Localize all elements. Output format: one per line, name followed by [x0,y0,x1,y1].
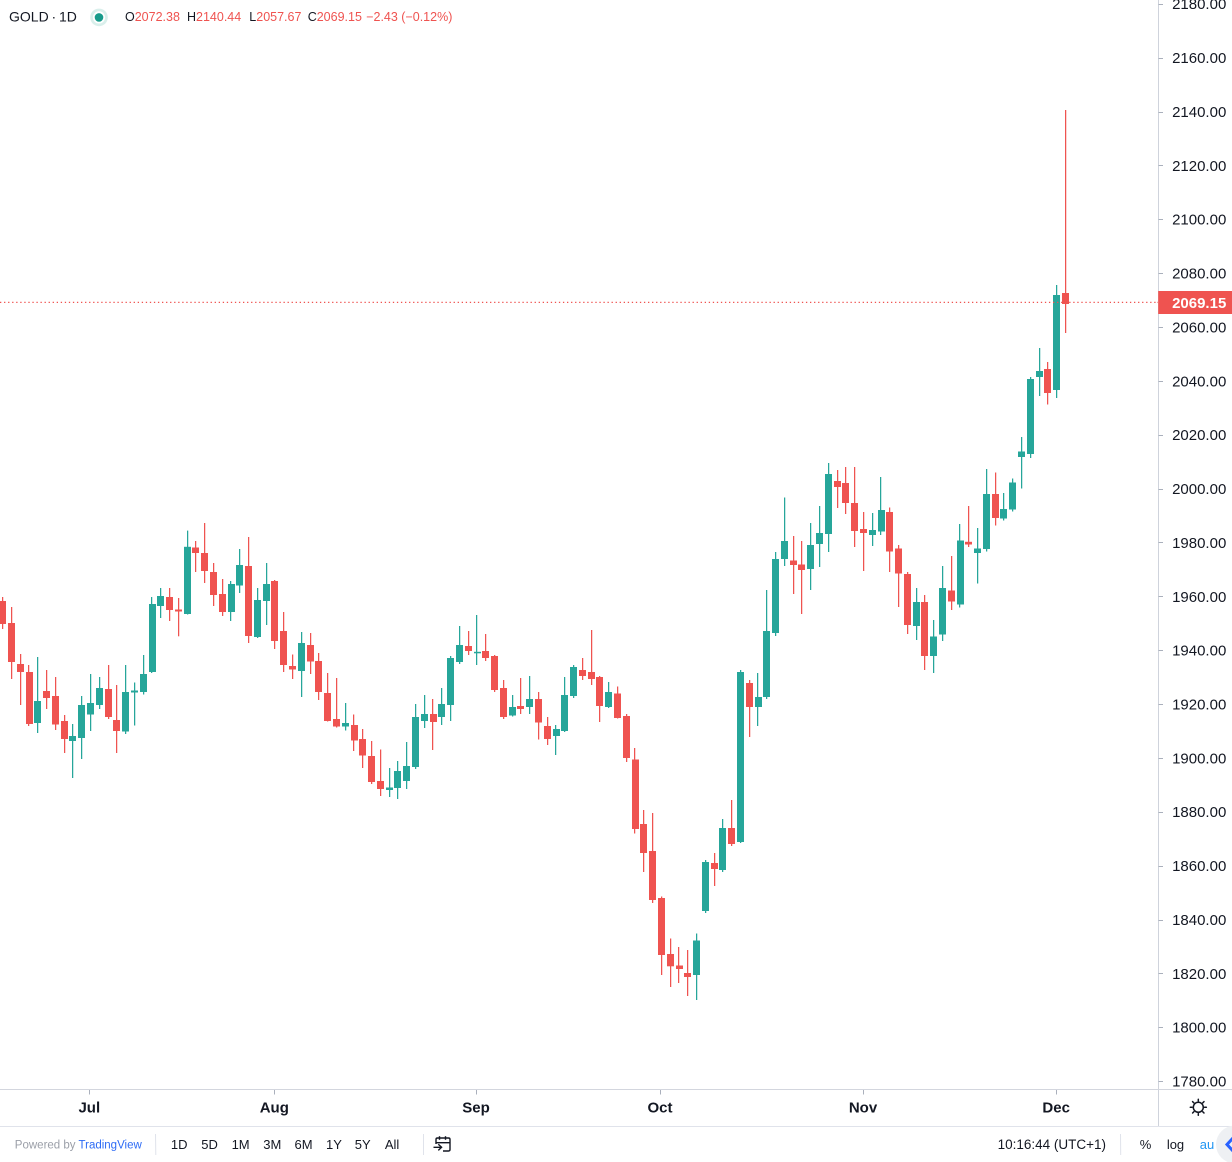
svg-text:Sep: Sep [462,1100,490,1117]
svg-text:C2069.15: C2069.15 [308,10,362,24]
svg-text:Aug: Aug [260,1100,289,1117]
svg-text:GOLD · 1D: GOLD · 1D [9,8,77,24]
svg-text:2000.00: 2000.00 [1172,481,1226,498]
svg-text:1860.00: 1860.00 [1172,858,1226,875]
svg-text:Powered by TradingView: Powered by TradingView [15,1140,143,1152]
svg-text:All: All [385,1137,400,1152]
svg-text:2100.00: 2100.00 [1172,212,1226,229]
svg-text:2160.00: 2160.00 [1172,50,1226,67]
svg-text:−2.43 (−0.12%): −2.43 (−0.12%) [366,10,452,24]
svg-text:O2072.38: O2072.38 [125,10,180,24]
svg-text:1920.00: 1920.00 [1172,697,1226,714]
svg-text:2080.00: 2080.00 [1172,266,1226,283]
svg-text:1820.00: 1820.00 [1172,966,1226,983]
svg-text:H2140.44: H2140.44 [187,10,241,24]
svg-text:Dec: Dec [1042,1100,1070,1117]
svg-text:2020.00: 2020.00 [1172,427,1226,444]
svg-text:1780.00: 1780.00 [1172,1074,1226,1091]
svg-text:L2057.67: L2057.67 [249,10,301,24]
svg-text:1Y: 1Y [326,1137,342,1152]
svg-text:1900.00: 1900.00 [1172,750,1226,767]
svg-text:1960.00: 1960.00 [1172,589,1226,606]
svg-text:1840.00: 1840.00 [1172,912,1226,929]
svg-text:6M: 6M [294,1137,312,1152]
svg-text:2140.00: 2140.00 [1172,104,1226,121]
svg-text:5Y: 5Y [355,1137,371,1152]
svg-text:Jul: Jul [78,1100,100,1117]
svg-text:2069.15: 2069.15 [1172,295,1226,312]
svg-text:log: log [1167,1137,1184,1152]
svg-text:1880.00: 1880.00 [1172,804,1226,821]
svg-text:2120.00: 2120.00 [1172,158,1226,175]
svg-text:2180.00: 2180.00 [1172,0,1226,13]
svg-text:au: au [1200,1137,1214,1152]
svg-text:3M: 3M [263,1137,281,1152]
svg-text:Nov: Nov [849,1100,878,1117]
svg-text:10:16:44 (UTC+1): 10:16:44 (UTC+1) [998,1137,1106,1152]
svg-text:1800.00: 1800.00 [1172,1020,1226,1037]
svg-text:1980.00: 1980.00 [1172,535,1226,552]
svg-text:1M: 1M [232,1137,250,1152]
svg-text:%: % [1140,1137,1152,1152]
svg-text:1D: 1D [171,1137,188,1152]
svg-text:1940.00: 1940.00 [1172,643,1226,660]
svg-text:2040.00: 2040.00 [1172,373,1226,390]
svg-text:2060.00: 2060.00 [1172,319,1226,336]
svg-text:5D: 5D [201,1137,218,1152]
svg-text:Oct: Oct [647,1100,672,1117]
